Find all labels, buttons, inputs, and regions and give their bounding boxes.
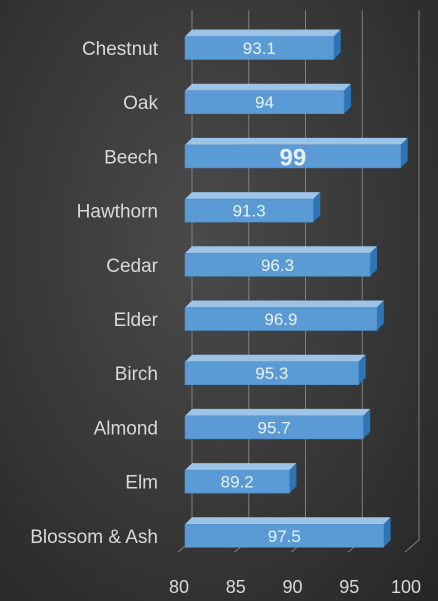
x-tick-label: 90 [282,577,302,597]
bar-front-face [184,90,345,114]
data-label: 95.7 [258,418,291,437]
data-label: 95.3 [255,364,288,383]
bar-front-face [184,415,364,440]
bar-blossom-ash: 97.5 [184,517,391,548]
data-label: 96.3 [261,256,294,275]
category-label: Chestnut [82,39,159,60]
bar-top-face [185,354,366,362]
bar-front-face [184,144,401,169]
data-label: 96.9 [264,310,297,329]
data-label: 99 [279,144,306,171]
bar-almond: 95.7 [184,408,371,440]
bar-top-face [185,29,341,37]
data-label: 91.3 [233,202,266,221]
bar-chestnut: 93.1 [184,29,341,60]
bar-top-face [185,83,351,91]
bar-hawthorn: 91.3 [184,192,321,223]
category-label: Hawthorn [77,202,158,223]
bar-side-face [363,408,371,439]
bar-side-face [313,192,321,223]
bar-front-face [184,469,290,494]
data-label: 94 [255,93,274,112]
category-label: Blossom & Ash [30,527,158,548]
bar-top-face [185,300,384,308]
bar-birch: 95.3 [184,354,366,386]
bar-beech: 99 [184,137,408,171]
bar-top-face [185,463,297,471]
category-label: Elm [125,473,158,494]
category-label: Cedar [106,256,158,277]
bar-side-face [289,463,297,494]
bar-front-face [184,198,314,223]
bar-side-face [343,83,351,114]
category-label: Beech [104,147,158,168]
bar-side-face [383,517,391,548]
bar-elm: 89.2 [184,463,297,494]
x-tick-label: 85 [226,577,246,597]
bar-front-face [184,307,378,331]
data-label: 97.5 [268,527,301,546]
bar-side-face [376,300,384,331]
bar-side-face [358,354,366,385]
data-label: 93.1 [243,39,276,58]
bar-elder: 96.9 [184,300,384,331]
data-label: 89.2 [221,473,254,492]
x-tick-label: 100 [391,577,421,597]
category-label: Birch [115,364,158,385]
bar-cedar: 96.3 [184,246,378,277]
bar-oak: 94 [184,83,351,114]
bar-top-face [185,408,371,416]
bar-front-face [184,361,359,386]
bar-side-face [400,137,408,168]
bar-side-face [370,246,378,277]
bar-top-face [185,246,378,254]
bars: 93.1 94 99 91.3 96.3 96.9 95.3 95.7 89.2 97.5 [184,29,408,548]
bar-top-face [185,517,391,525]
bar-top-face [185,137,408,145]
bar-front-face [184,36,334,60]
bar-front-face [184,523,384,548]
bar-side-face [333,29,341,60]
category-label: Oak [123,93,158,114]
category-label: Almond [94,418,158,439]
x-tick-label: 95 [339,577,359,597]
bar-front-face [184,253,371,277]
value-axis: 80 85 90 95 100 [169,577,421,597]
category-axis: Chestnut Oak Beech Hawthorn Cedar Elder Birch A… [30,39,159,548]
bar-top-face [185,192,321,200]
floor-line [404,539,420,553]
category-label: Elder [114,310,159,331]
x-tick-label: 80 [169,577,189,597]
